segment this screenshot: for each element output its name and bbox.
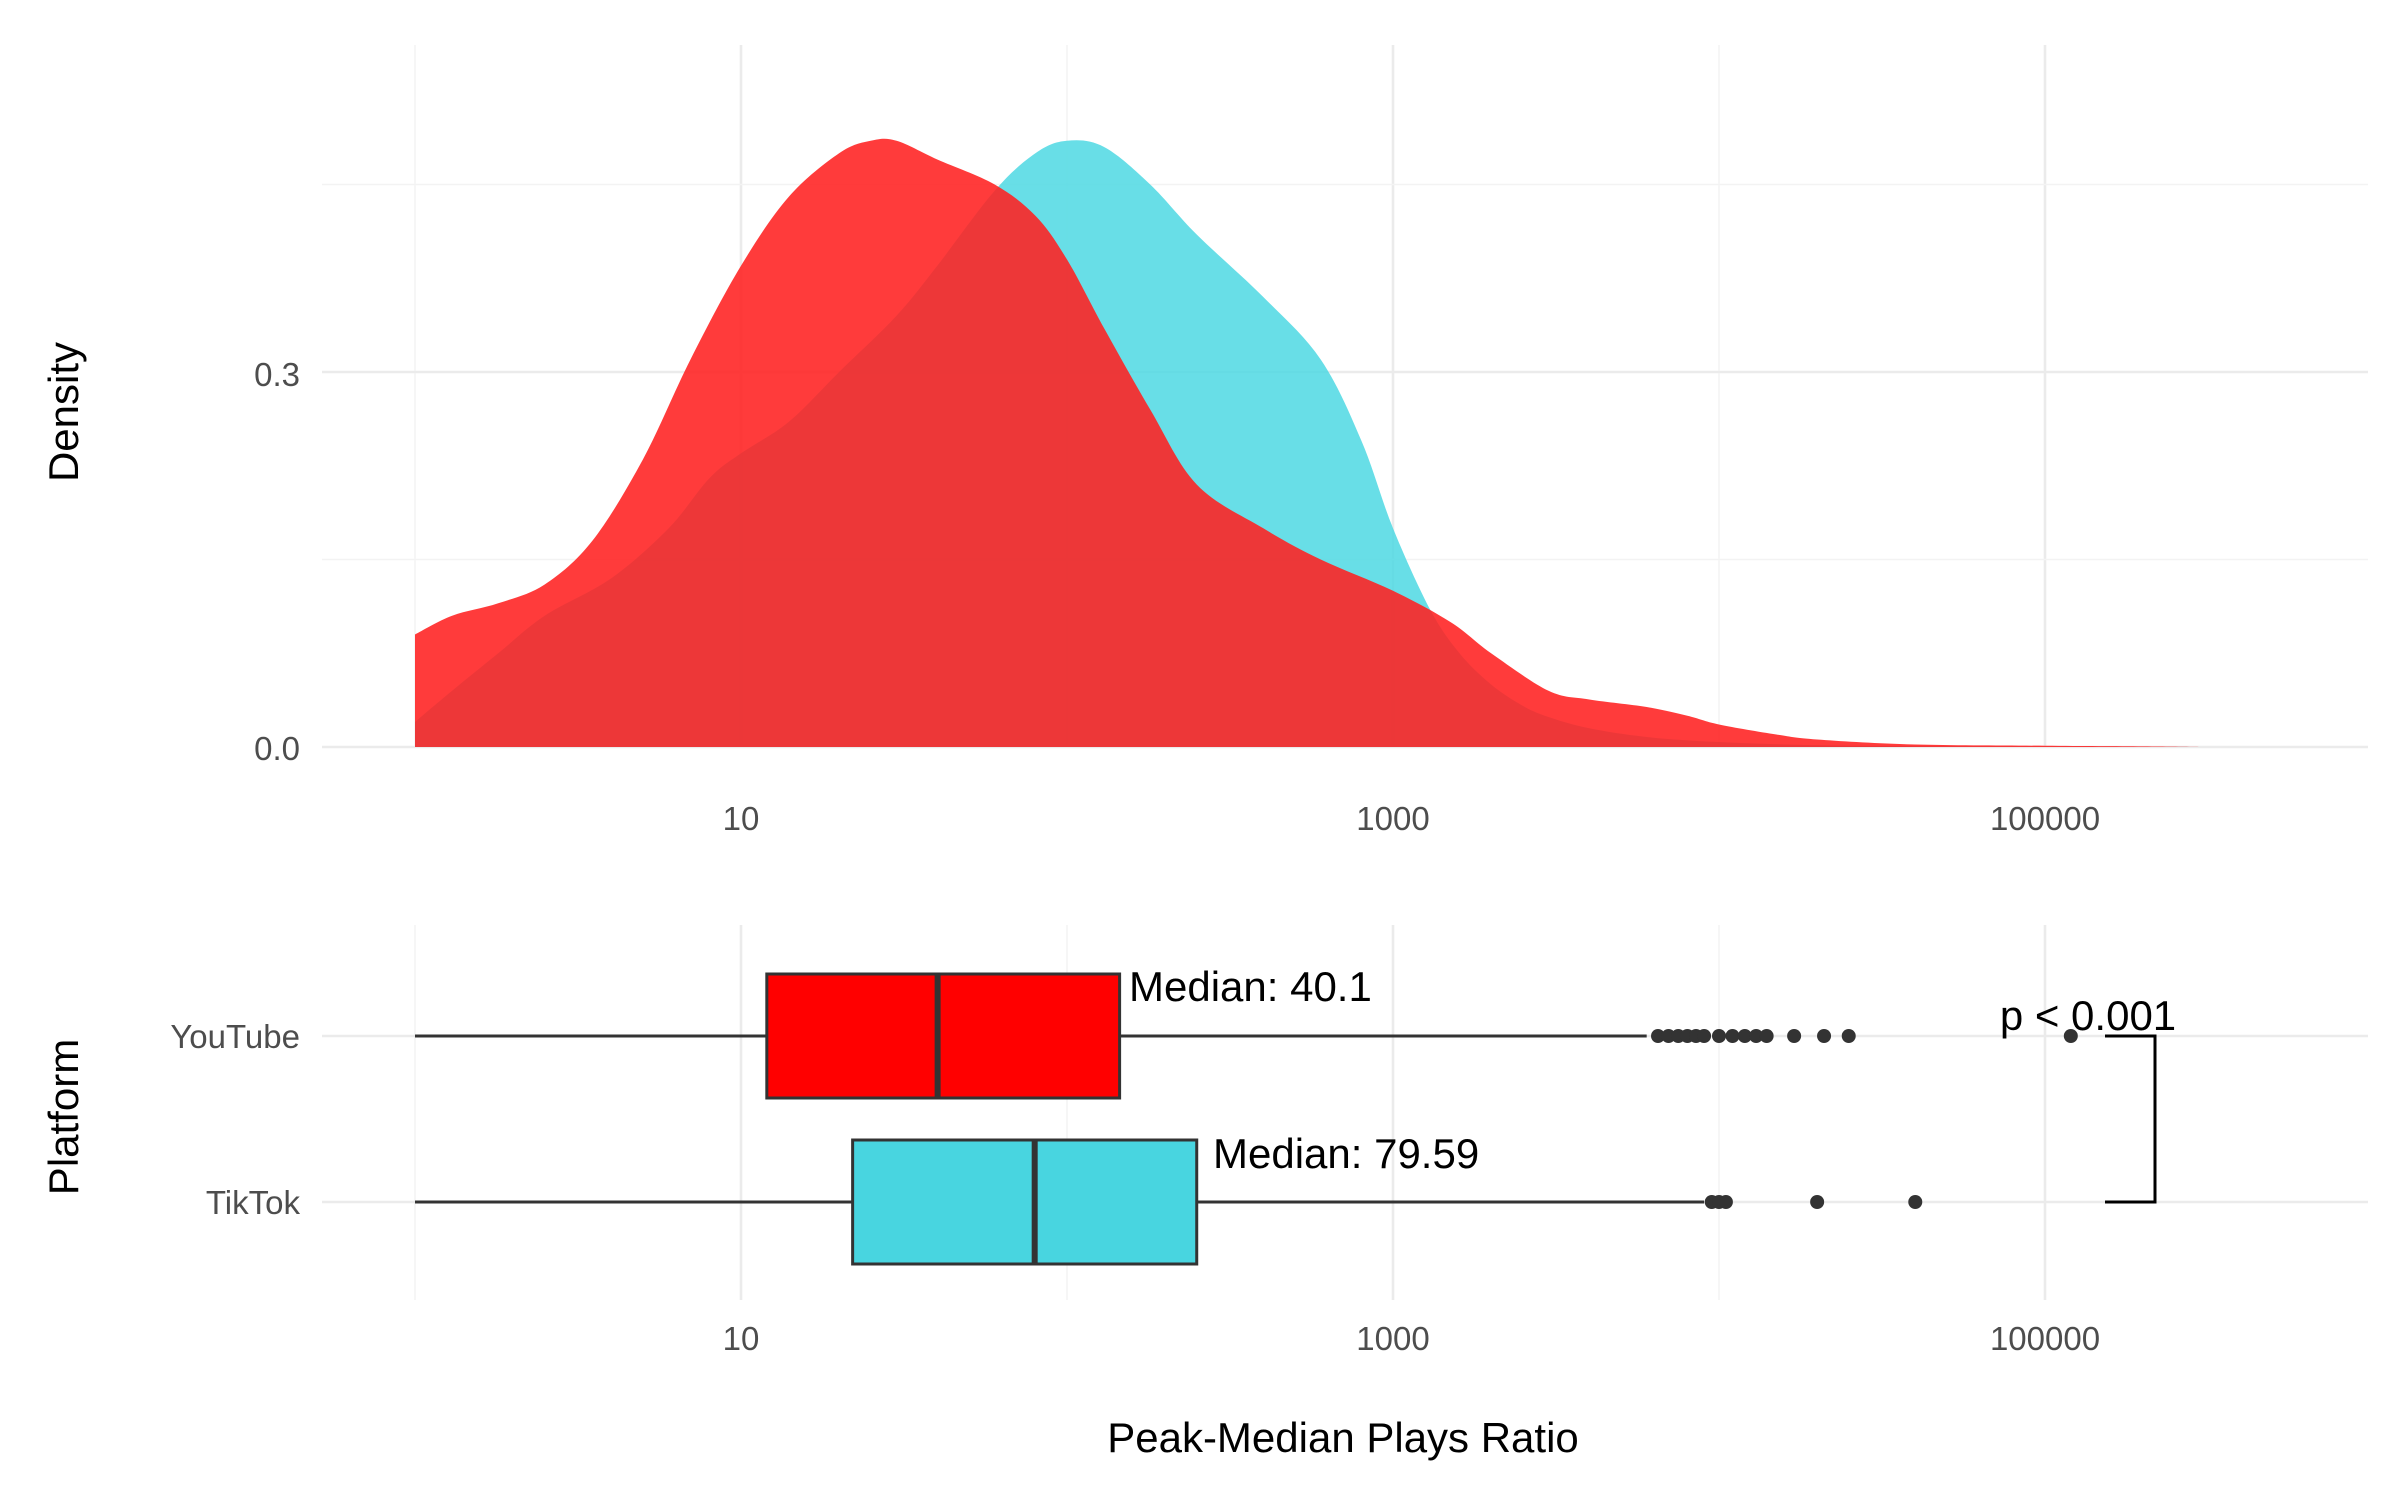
density-x-tick-labels: 10 1000 100000 (723, 800, 2100, 837)
density-y-tick-labels: 0.0 0.3 (254, 356, 300, 767)
tiktok-outlier-point (1718, 1195, 1733, 1209)
boxplot-y-tick-labels: YouTube TikTok (170, 1018, 300, 1221)
density-area-youtube (415, 138, 2201, 748)
boxplot-x-tick-label: 10 (723, 1320, 760, 1357)
youtube-outlier-point (1787, 1029, 1802, 1043)
boxplot-x-tick-label: 1000 (1356, 1320, 1429, 1357)
boxplot-median-labels: Median: 40.1 Median: 79.59 (1129, 963, 1479, 1177)
youtube-outlier-point (1697, 1029, 1712, 1043)
youtube-outlier-point (2063, 1029, 2078, 1043)
boxplot-marks (415, 972, 2078, 1266)
density-y-axis-title: Density (40, 342, 87, 482)
youtube-outlier-point (1712, 1029, 1726, 1043)
significance-label: p < 0.001 (2000, 992, 2176, 1039)
youtube-outlier-point (1651, 1029, 1666, 1043)
youtube-median-label: Median: 40.1 (1129, 963, 1372, 1010)
density-y-tick-label: 0.3 (254, 356, 300, 393)
density-x-tick-label: 1000 (1356, 800, 1429, 837)
tiktok-median-label: Median: 79.59 (1213, 1130, 1479, 1177)
boxplot-x-tick-label: 100000 (1990, 1320, 2100, 1357)
x-axis-title: Peak-Median Plays Ratio (1107, 1414, 1579, 1461)
youtube-outlier-point (1841, 1029, 1856, 1043)
platform-tick-label-tiktok: TikTok (206, 1184, 301, 1221)
tiktok-box (851, 1138, 1199, 1266)
youtube-outlier-point (1737, 1029, 1752, 1043)
boxplot-panel: Median: 40.1 Median: 79.59 YouTube TikTo… (40, 925, 2368, 1461)
significance-bracket-line (2105, 1034, 2157, 1204)
density-areas (415, 138, 2201, 748)
youtube-outlier-point (1759, 1029, 1774, 1043)
youtube-outlier-point (1817, 1029, 1832, 1043)
youtube-outlier-point (1661, 1029, 1676, 1043)
youtube-outlier-point (1749, 1029, 1764, 1043)
youtube-box (765, 972, 1122, 1100)
significance-bracket: p < 0.001 (2000, 992, 2176, 1204)
density-panel: 0.0 0.3 10 1000 100000 Density (40, 45, 2368, 837)
platform-tick-label-youtube: YouTube (170, 1018, 300, 1055)
tiktok-outlier-point (1908, 1195, 1923, 1209)
boxplot-x-tick-labels: 10 1000 100000 (723, 1320, 2100, 1357)
density-y-tick-label: 0.0 (254, 730, 300, 767)
density-x-tick-label: 100000 (1990, 800, 2100, 837)
platform-axis-title: Platform (40, 1039, 87, 1195)
youtube-outlier-point (1725, 1029, 1740, 1043)
tiktok-outlier-point (1810, 1195, 1825, 1209)
density-x-tick-label: 10 (723, 800, 760, 837)
